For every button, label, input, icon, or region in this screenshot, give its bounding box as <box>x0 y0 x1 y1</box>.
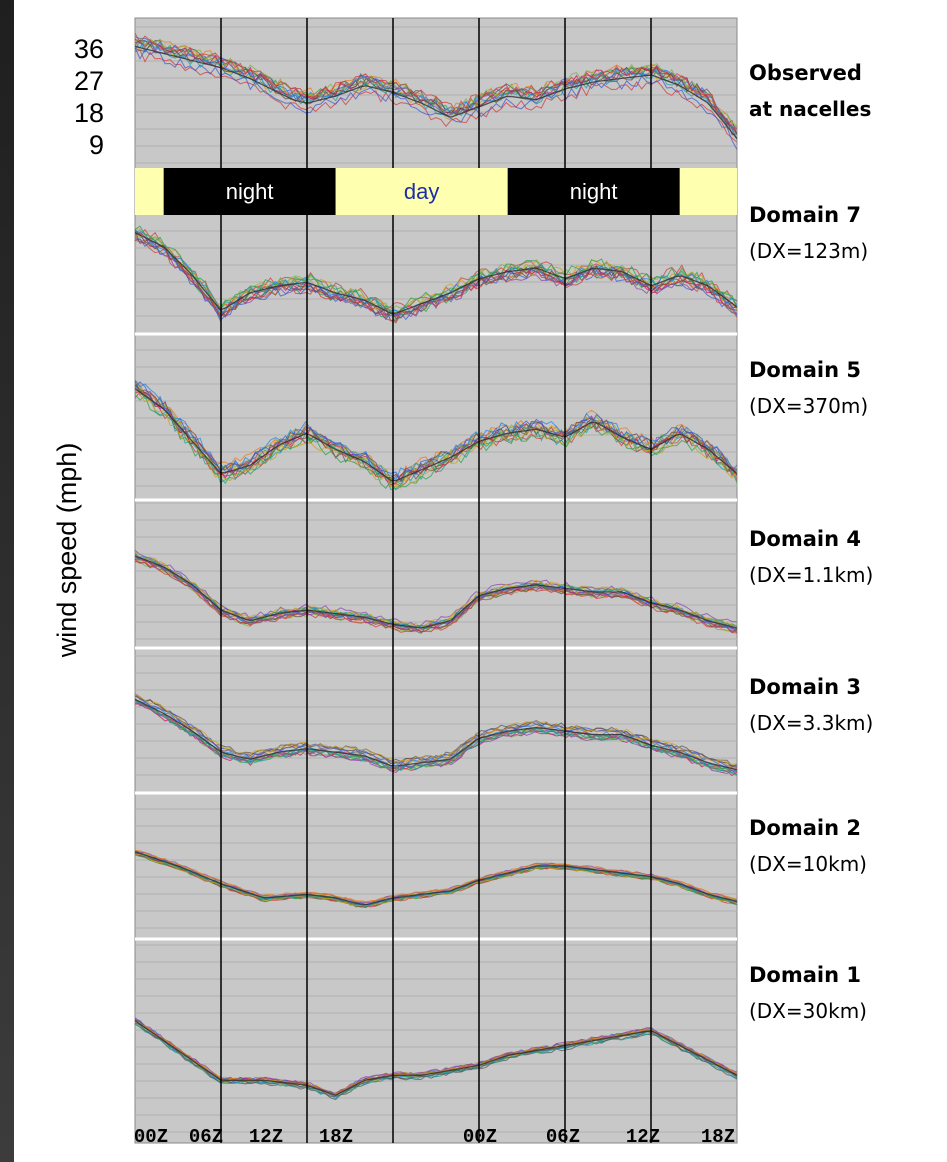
ensemble-mean-line <box>135 1020 737 1096</box>
panel-label-name: Domain 5 <box>749 358 861 382</box>
day-night-label-day: day <box>404 179 439 204</box>
ensemble-mean-line <box>135 45 737 140</box>
panel-series-6 <box>135 849 737 909</box>
panel-series-2 <box>135 225 737 324</box>
panel-separators <box>135 332 737 941</box>
y-tick-label: 18 <box>74 98 104 128</box>
ensemble-mean-line <box>135 851 737 906</box>
x-tick-label: 06Z <box>546 1126 580 1148</box>
y-tick-label: 9 <box>89 130 104 160</box>
day-night-segment-night <box>507 168 680 215</box>
x-tick-label: 00Z <box>463 1126 497 1148</box>
ensemble-member-line <box>135 853 737 908</box>
x-tick-label: 06Z <box>189 1126 223 1148</box>
ensemble-member-line <box>135 47 737 150</box>
panel-series-3 <box>135 379 737 491</box>
panel-series-7 <box>135 1017 737 1101</box>
ensemble-member-line <box>135 850 737 904</box>
x-tick-labels: 00Z 06Z 12Z 18Z 00Z 06Z 12Z 18Z <box>134 1126 735 1148</box>
day-night-label-night: night <box>570 179 618 204</box>
ensemble-member-line <box>135 32 737 130</box>
panel-label-name: Domain 4 <box>749 527 861 551</box>
gridlines <box>135 26 737 1133</box>
panel-labels: Observed at nacelles Domain 7 (DX=123m) Doma… <box>749 61 873 1023</box>
ensemble-member-line <box>135 394 737 491</box>
ensemble-member-line <box>135 37 737 127</box>
ensemble-member-line <box>135 232 737 318</box>
panel-label-resolution: (DX=30km) <box>749 999 867 1023</box>
ensemble-member-line <box>135 225 737 314</box>
panel-label-resolution: at nacelles <box>749 97 871 121</box>
ensemble-member-line <box>135 557 737 632</box>
window-edge <box>0 0 14 1162</box>
x-tick-label: 00Z <box>134 1126 168 1148</box>
ensemble-member-line <box>135 391 737 487</box>
x-tick-label: 18Z <box>319 1126 353 1148</box>
day-night-label-night: night <box>226 179 274 204</box>
x-tick-label: 18Z <box>701 1126 735 1148</box>
panel-label-name: Observed <box>749 61 862 85</box>
panel-label-name: Domain 7 <box>749 203 861 227</box>
ensemble-member-line <box>135 384 737 482</box>
day-night-segment-night <box>163 168 336 215</box>
ensemble-member-line <box>135 1023 737 1100</box>
panel-label-name: Domain 2 <box>749 816 861 840</box>
series-layer <box>135 32 737 1101</box>
ensemble-member-line <box>135 702 737 776</box>
panel-label-name: Domain 1 <box>749 963 861 987</box>
ensemble-member-line <box>135 239 737 324</box>
y-axis-label: wind speed (mph) <box>52 443 82 659</box>
panel-label-resolution: (DX=1.1km) <box>749 563 873 587</box>
panel-label-resolution: (DX=10km) <box>749 852 867 876</box>
ensemble-member-line <box>135 850 737 903</box>
ensemble-member-line <box>135 49 737 143</box>
ensemble-member-line <box>135 693 737 766</box>
x-tick-label: 12Z <box>249 1126 283 1148</box>
panel-series-1 <box>135 32 737 150</box>
y-tick-label: 27 <box>74 66 104 96</box>
panel-series-5 <box>135 693 737 777</box>
x-tick-label: 12Z <box>626 1126 660 1148</box>
panel-series-4 <box>135 549 737 634</box>
panel-label-resolution: (DX=3.3km) <box>749 711 873 735</box>
panel-label-resolution: (DX=123m) <box>749 239 868 263</box>
ensemble-mean-line <box>135 698 737 771</box>
y-tick-label: 36 <box>74 34 104 64</box>
ensemble-mean-line <box>135 388 737 482</box>
ensemble-member-line <box>135 230 737 322</box>
day-night-bar: night day night <box>135 168 737 215</box>
ensemble-mean-line <box>135 555 737 629</box>
ensemble-member-line <box>135 44 737 136</box>
ensemble-member-line <box>135 381 737 482</box>
ensemble-mean-line <box>135 232 737 314</box>
day-night-segment-day <box>335 168 508 215</box>
panel-label-resolution: (DX=370m) <box>749 394 868 418</box>
ensemble-member-line <box>135 39 737 135</box>
panel-label-name: Domain 3 <box>749 675 861 699</box>
